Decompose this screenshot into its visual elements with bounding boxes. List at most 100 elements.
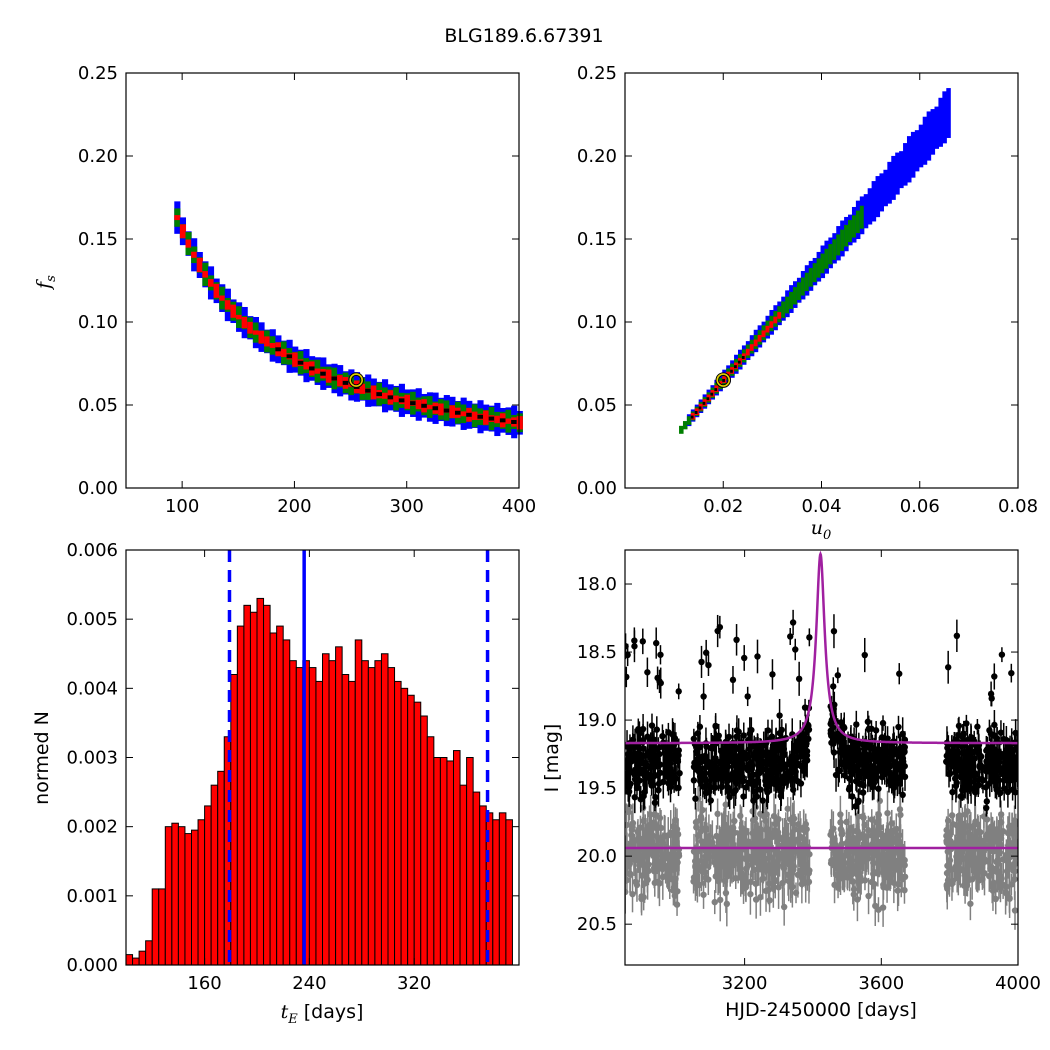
data-point-789 [852,827,860,835]
data-point-1169 [625,781,631,788]
data-point-169 [644,837,651,845]
confidence-cell-150 [946,88,951,138]
confidence-cell-172 [460,411,467,417]
data-point-286 [766,897,773,904]
best-cell-71 [297,360,304,365]
data-point-533 [716,863,724,871]
data-point-161 [632,848,639,855]
data-point-1561 [723,768,730,776]
confidence-cell-148 [938,97,943,147]
best-cell-197 [499,418,507,423]
confidence-cell-17 [202,271,209,278]
best-cell-31 [714,388,718,392]
data-point-1570 [736,746,743,753]
histogram-bar-10 [191,829,199,966]
data-point-526 [722,839,730,846]
data-point-1188 [665,729,672,736]
histogram-bar-40 [387,667,396,966]
p2-xtick-label-0: 0.02 [703,496,743,517]
model-curve [625,550,1018,745]
confidence-cell-200 [505,418,512,424]
best-fit-marker [716,373,731,387]
confidence-cell-53 [269,342,276,348]
data-point-1530 [752,778,760,785]
p3-ytick-label-4: 0.004 [66,678,118,699]
data-point-769 [833,850,840,857]
confidence-cell-145 [926,111,932,161]
confidence-cell-50 [264,336,271,347]
confidence-cell-146 [930,109,936,155]
data-point-771 [893,838,900,845]
confidence-cell-88 [781,301,786,318]
p1-ytick-label-3: 0.15 [78,229,118,250]
p2-xtick-label-2: 0.06 [900,496,940,517]
data-point-1975 [998,651,1006,658]
data-point-1115 [644,669,651,676]
confidence-cell-122 [848,220,853,243]
data-point-2026 [992,760,1000,767]
confidence-cell-135 [887,161,892,204]
confidence-cell-137 [404,394,411,409]
data-point-536 [739,834,746,842]
confidence-cell-23 [213,283,220,298]
data-point-2039 [988,743,996,751]
data-point-1308 [806,634,813,641]
confidence-cell-109 [359,383,366,394]
data-point-132 [674,831,682,838]
confidence-cell-165 [449,405,456,419]
confidence-cell-96 [796,282,802,301]
confidence-cell-65 [749,344,755,351]
data-point-525 [761,855,769,863]
data-point-1000 [998,831,1005,838]
data-point-1248 [795,675,803,683]
panel-fs-vs-te-ylabel: fs [33,275,59,291]
data-point-1383 [711,784,719,791]
confidence-cell-47 [258,330,265,344]
data-point-1773 [865,725,872,733]
data-point-744 [868,816,875,823]
data-point-790 [852,867,860,874]
data-point-1931 [955,722,963,730]
panel-light-curve-xlabel: HJD-2450000 [days] [725,999,917,1021]
data-point-758 [875,811,882,818]
confidence-cell-20 [207,279,215,287]
xlabel-te-unit: [days] [298,1001,364,1023]
confidence-cell-0 [679,425,684,434]
panel-fs-vs-te-background [126,73,519,488]
xlabel-te-sub: E [287,1012,298,1027]
best-cell-162 [443,408,450,413]
panel-te-histogram-ylabel: normed N [31,711,53,805]
data-point-705 [901,886,908,894]
data-point-1810 [837,748,844,755]
data-point-425 [790,866,797,873]
data-point-1410 [733,733,740,740]
data-point-1742 [890,771,897,778]
data-point-523 [730,861,737,869]
data-point-1536 [741,654,748,662]
histogram-bar-9 [184,833,192,966]
data-point-785 [861,821,868,829]
data-point-457 [794,871,802,879]
data-point-2016 [954,766,962,774]
p1-xtick-label-1: 200 [277,496,311,517]
data-point-1969 [951,775,959,782]
data-point-531 [784,837,791,844]
histogram-bar-28 [308,667,317,966]
data-point-1174 [629,736,637,743]
data-point-265 [705,876,712,883]
data-point-123 [653,833,661,841]
confidence-cell-81 [314,368,321,374]
data-point-289 [700,891,707,898]
p3-ytick-label-2: 0.002 [66,817,118,838]
data-point-434 [770,812,778,820]
data-point-986 [980,837,988,844]
data-point-147 [667,857,675,865]
p3-ytick-label-0: 0.000 [66,955,118,976]
data-point-754 [885,851,893,858]
data-point-2030 [971,748,978,756]
panel-te-histogram: 160 240 320 0.000 0.001 0.002 0.003 0.004 0.005 0… [31,540,520,1027]
data-point-984 [955,815,963,823]
data-point-1195 [631,766,639,774]
histogram-bar-45 [420,715,428,966]
data-point-1009 [1006,895,1013,902]
